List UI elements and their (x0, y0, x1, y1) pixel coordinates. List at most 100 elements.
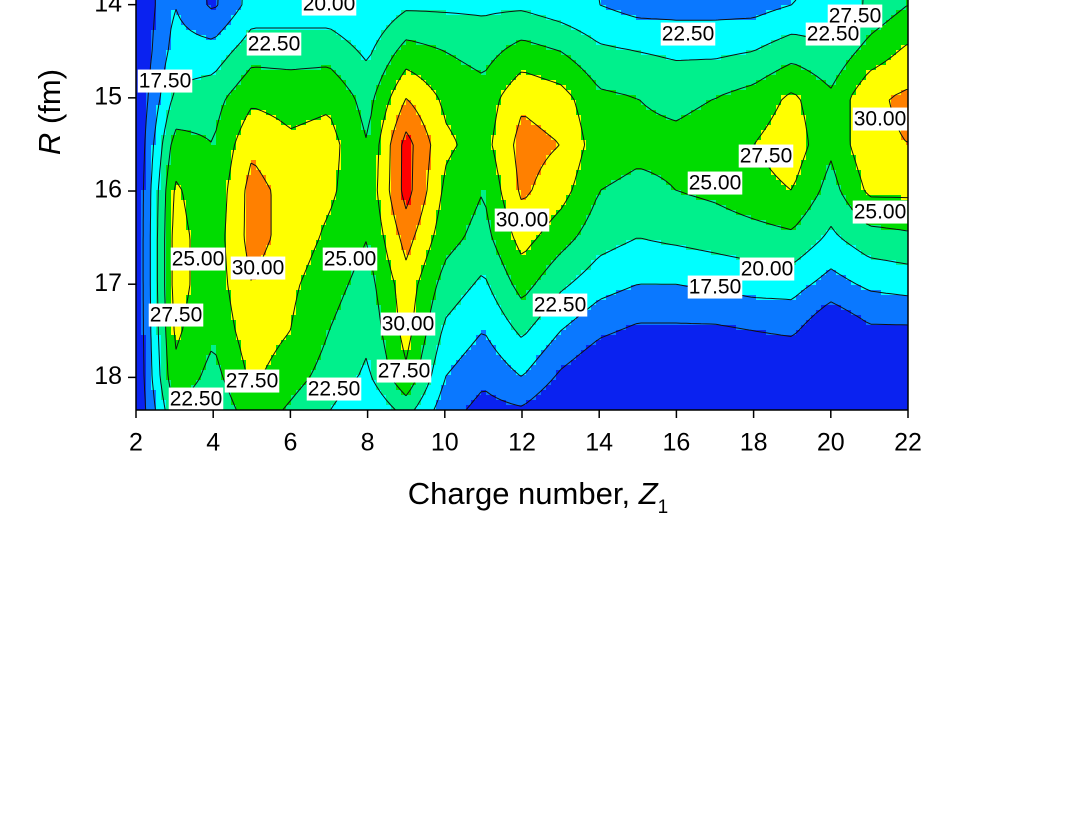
contour-cell (216, 120, 222, 126)
contour-cell (896, 90, 902, 96)
contour-cell (776, 5, 782, 11)
contour-cell (141, 10, 147, 16)
contour-cell (526, 85, 532, 91)
contour-cell (686, 115, 692, 121)
contour-cell (296, 85, 302, 91)
contour-cell (556, 80, 562, 86)
contour-cell (471, 75, 477, 81)
contour-cell (646, 40, 652, 46)
contour-cell (226, 90, 232, 96)
contour-cell (511, 75, 517, 81)
contour-cell (236, 100, 242, 106)
contour-cell (591, 65, 597, 71)
contour-cell (546, 115, 552, 121)
contour-cell (201, 155, 207, 161)
contour-cell (446, 85, 452, 91)
contour-cell (156, 145, 162, 151)
contour-cell (821, 150, 827, 156)
contour-cell (566, 130, 572, 136)
contour-cell (731, 85, 737, 91)
contour-cell (476, 80, 482, 86)
contour-cell (321, 120, 327, 126)
contour-cell (176, 45, 182, 51)
contour-cell (496, 0, 502, 6)
contour-cell (346, 135, 352, 141)
contour-cell (446, 55, 452, 61)
contour-cell (166, 115, 172, 121)
contour-cell (616, 140, 622, 146)
contour-cell (761, 115, 767, 121)
contour-cell (666, 105, 672, 111)
contour-cell (586, 155, 592, 161)
contour-cell (721, 50, 727, 56)
contour-cell (596, 105, 602, 111)
contour-cell (816, 145, 822, 151)
contour-cell (771, 20, 777, 26)
contour-cell (751, 125, 757, 131)
contour-cell (701, 55, 707, 61)
contour-cell (361, 90, 367, 96)
contour-cell (656, 40, 662, 46)
contour-cell (821, 105, 827, 111)
contour-cell (231, 0, 237, 6)
contour-cell (276, 135, 282, 141)
contour-cell (811, 80, 817, 86)
contour-cell (726, 25, 732, 31)
contour-cell (656, 125, 662, 131)
contour-cell (771, 105, 777, 111)
contour-cell (716, 85, 722, 91)
contour-cell (441, 45, 447, 51)
contour-cell (566, 5, 572, 11)
contour-cell (641, 70, 647, 76)
contour-cell (536, 100, 542, 106)
contour-cell (151, 100, 157, 106)
contour-cell (476, 110, 482, 116)
contour-cell (231, 70, 237, 76)
contour-cell (816, 140, 822, 146)
contour-cell (801, 85, 807, 91)
contour-cell (846, 60, 852, 66)
contour-cell (541, 155, 547, 161)
contour-cell (226, 25, 232, 31)
contour-cell (896, 55, 902, 61)
contour-cell (656, 50, 662, 56)
contour-cell (506, 0, 512, 6)
contour-cell (216, 100, 222, 106)
contour-cell (751, 5, 757, 11)
contour-cell (206, 70, 212, 76)
contour-cell (226, 130, 232, 136)
contour-cell (411, 95, 417, 101)
contour-cell (641, 60, 647, 66)
contour-cell (216, 90, 222, 96)
contour-cell (626, 40, 632, 46)
contour-cell (836, 105, 842, 111)
contour-cell (686, 145, 692, 151)
contour-cell (321, 135, 327, 141)
contour-cell (511, 150, 517, 156)
contour-cell (471, 55, 477, 61)
contour-cell (856, 130, 862, 136)
contour-cell (296, 130, 302, 136)
contour-cell (366, 30, 372, 36)
contour-cell (651, 130, 657, 136)
contour-cell (221, 85, 227, 91)
contour-cell (801, 75, 807, 81)
contour-cell (821, 50, 827, 56)
contour-cell (441, 125, 447, 131)
contour-cell (736, 75, 742, 81)
contour-cell (451, 80, 457, 86)
contour-cell (591, 120, 597, 126)
contour-cell (421, 20, 427, 26)
contour-cell (851, 55, 857, 61)
contour-cell (641, 45, 647, 51)
contour-cell (791, 50, 797, 56)
contour-cell (326, 100, 332, 106)
contour-cell (606, 15, 612, 21)
contour-cell (171, 130, 177, 136)
contour-cell (351, 90, 357, 96)
contour-cell (521, 115, 527, 121)
contour-cell (886, 135, 892, 141)
contour-cell (376, 40, 382, 46)
contour-cell (306, 70, 312, 76)
contour-cell (306, 90, 312, 96)
